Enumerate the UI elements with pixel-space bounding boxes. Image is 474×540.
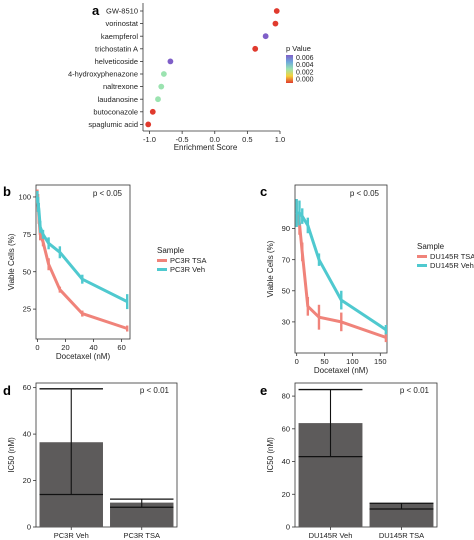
axis-label-y: Viable Cells (%) (7, 233, 16, 290)
axis-label-y: IC50 (nM) (266, 437, 275, 473)
category-label: PC3R Veh (54, 531, 89, 540)
legend-label: DU145R Veh (430, 261, 474, 270)
tick-label-a-x: -1.0 (143, 135, 156, 144)
data-point (158, 83, 165, 90)
panel-letter-b: b (3, 184, 11, 199)
tick-label-x: 20 (61, 343, 69, 352)
legend-title-a: p Value (286, 44, 311, 53)
legend-label: DU145R TSA (430, 252, 474, 261)
series-line (296, 211, 387, 331)
tick-label-x: 60 (117, 343, 125, 352)
tick-label-x: 0 (35, 343, 39, 352)
tick-label-y: 50 (23, 267, 31, 276)
category-label: DU145R TSA (379, 531, 424, 540)
tick-label-x: 150 (374, 357, 387, 366)
category-label: naltrexone (103, 82, 138, 91)
tick-label-y: 70 (282, 255, 290, 264)
tick-label-y: 80 (282, 392, 290, 401)
panel-d-pc3r-ic50: 0 20 40 60 IC50 (nM) p < 0.01 PC3R Veh PC3R TSA (7, 382, 178, 540)
plot-frame (294, 184, 388, 354)
category-label: vorinostat (105, 19, 138, 28)
legend-title: Sample (157, 246, 185, 255)
tick-label-x: 40 (89, 343, 97, 352)
axis-label-y: Viable Cells (%) (266, 240, 275, 297)
data-point (167, 58, 174, 65)
tick-label-a-x: -0.5 (176, 135, 189, 144)
category-label: spaglumic acid (88, 120, 138, 129)
tick-label-y: 20 (282, 490, 290, 499)
panel-c-du145r-viability: 0 50 100 150 30 50 70 90 Docetaxel (nM) Viable Ce… (266, 184, 474, 375)
tick-label-y: 20 (23, 476, 31, 485)
tick-label-a-x: 1.0 (275, 135, 285, 144)
legend-label: PC3R TSA (170, 256, 207, 265)
category-label: DU145R Veh (309, 531, 353, 540)
tick-label-y: 30 (282, 317, 290, 326)
panel-letter-a: a (92, 3, 100, 18)
series-line (35, 196, 128, 330)
tick-label-y: 60 (282, 424, 290, 433)
data-point (262, 33, 269, 40)
legend-tick-label: 0.000 (296, 77, 314, 84)
legend-tick-label: 0.002 (296, 69, 314, 76)
tick-label-y: 100 (18, 193, 31, 202)
axis-label-x: Docetaxel (nM) (56, 352, 111, 361)
p-value-annotation: p < 0.01 (400, 386, 430, 395)
category-label: trichostatin A (95, 44, 138, 53)
data-point (149, 108, 156, 115)
legend-tick-label: 0.006 (296, 55, 314, 62)
p-value-annotation: p < 0.05 (93, 189, 123, 198)
category-label: kaempferol (101, 32, 138, 41)
plot-frame (294, 382, 438, 528)
legend-label: PC3R Veh (170, 265, 205, 274)
tick-label-x: 0 (295, 357, 299, 366)
panel-letter-e: e (260, 383, 267, 398)
tick-label-x: 50 (320, 357, 328, 366)
tick-label-y: 40 (282, 457, 290, 466)
axis-label-x: Docetaxel (nM) (314, 366, 369, 375)
data-point (160, 71, 167, 77)
category-label: PC3R TSA (123, 531, 160, 540)
tick-label-x: 100 (346, 357, 359, 366)
tick-label-y: 50 (282, 286, 290, 295)
data-point (252, 45, 259, 52)
tick-label-a-x: 0.5 (242, 135, 252, 144)
category-label: butoconazole (93, 107, 138, 116)
category-label: helveticoside (95, 57, 138, 66)
p-value-annotation: p < 0.01 (140, 386, 170, 395)
tick-label-y: 75 (23, 230, 31, 239)
tick-label-y: 40 (23, 430, 31, 439)
plot-frame (35, 382, 178, 528)
data-point (273, 8, 280, 14)
category-label: laudanosine (98, 95, 138, 104)
tick-label-y: 25 (23, 305, 31, 314)
series-line (35, 196, 128, 303)
tick-label-y: 0 (27, 523, 31, 532)
panel-letter-d: d (3, 383, 11, 398)
category-label: GW-8510 (106, 7, 138, 16)
panel-b-pc3r-viability: 0 20 40 60 25 50 75 100 Docetaxel (nM) Viable Cel… (7, 184, 207, 361)
category-label: 4-hydroxyphenazone (68, 70, 138, 79)
tick-label-y: 0 (286, 523, 290, 532)
plot-frame (35, 184, 131, 340)
axis-label-a-x: Enrichment Score (174, 143, 238, 152)
legend-title: Sample (417, 242, 445, 251)
legend-tick-label: 0.004 (296, 62, 314, 69)
panel-letter-c: c (260, 184, 267, 199)
tick-label-y: 90 (282, 224, 290, 233)
tick-label-y: 60 (23, 383, 31, 392)
data-point (145, 121, 152, 128)
p-value-annotation: p < 0.05 (350, 189, 380, 198)
legend-colorbar (286, 55, 293, 83)
axis-label-y: IC50 (nM) (7, 437, 16, 473)
tick-label-a-x: 0.0 (210, 135, 220, 144)
panel-e-du145r-ic50: 0 20 40 60 80 IC50 (nM) p < 0.01 DU145R Veh DU14… (266, 382, 438, 540)
data-point (155, 96, 161, 103)
panel-a-enrichment-plot: -1.0 -0.5 0.0 0.5 1.0 Enrichment Score GW-8510… (68, 3, 314, 152)
data-point (272, 20, 279, 27)
